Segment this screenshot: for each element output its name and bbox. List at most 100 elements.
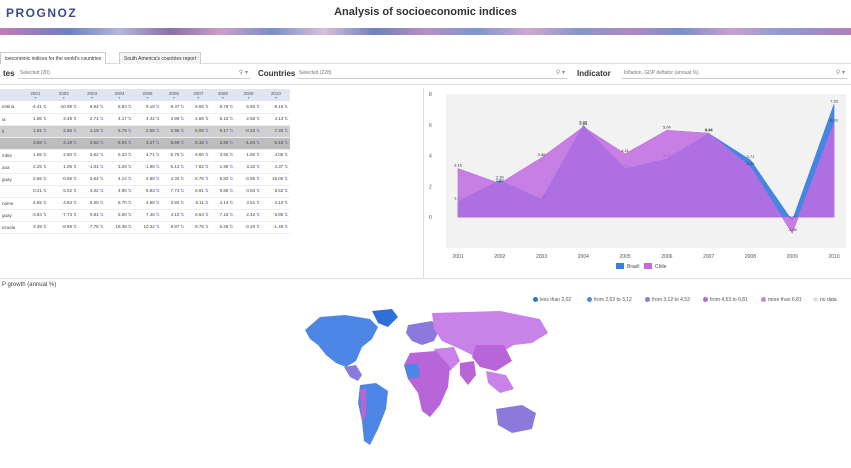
table-row[interactable]: mbia 1.66⇅ 2.50⇅ 3.62⇅ 5.33⇅ 4.71⇅ 6.76⇅ 8.80⇅ 3…	[0, 149, 290, 162]
value-cell: 8.47⇅	[161, 101, 187, 114]
trend-arrow-icon: ⇅	[155, 212, 160, 217]
table-row[interactable]: 0.21⇅ 5.02⇅ 4.02⇅ 4.95⇅ 6.83⇅ 7.74⇅ 8.91⇅ 9.86⇅…	[0, 185, 290, 198]
column-header[interactable]: 2001 ▾	[22, 89, 49, 101]
table-row[interactable]: name 4.55⇅ 4.83⇅ 6.00⇅ 8.70⇅ 4.58⇅ 3.84⇅ 5.11⇅ 4…	[0, 197, 290, 210]
legend-swatch	[616, 263, 624, 269]
states-label: tes	[3, 69, 15, 78]
table-row[interactable]: guay -3.84⇅ -7.73⇅ 0.81⇅ 5.00⇅ 7.46⇅ 4.10⇅ 8.54…	[0, 209, 290, 222]
legend-label: Brazil	[627, 264, 640, 270]
trend-arrow-icon: ⇅	[284, 152, 288, 157]
value-cell: 4.37⇅	[261, 161, 290, 174]
y-tick-label: 0	[429, 215, 432, 221]
search-chevron-icon[interactable]: ⚲ ▾	[835, 70, 845, 76]
trend-arrow-icon: ⇅	[42, 116, 47, 121]
value-cell: 4.10⇅	[261, 197, 290, 210]
value-cell: 1.66⇅	[22, 149, 49, 162]
world-map[interactable]	[300, 305, 560, 465]
column-header[interactable]: 2005 ▾	[133, 89, 162, 101]
column-header[interactable]: 2010 ▾	[261, 89, 290, 101]
table-row[interactable]: ezuela 3.39⇅ -8.89⇅ -7.76⇅ 18.35⇅ 10.32⇅ 9.87⇅…	[0, 221, 290, 234]
sort-icon: ▾	[197, 94, 200, 100]
value-cell: 6.00⇅	[78, 197, 106, 210]
trend-arrow-icon: ⇅	[127, 164, 132, 169]
value-cell: 7.46⇅	[133, 209, 162, 222]
data-label: 4.11	[621, 148, 629, 153]
x-tick-label: 2007	[703, 254, 714, 260]
map-west-africa	[404, 363, 420, 379]
table-row[interactable]: entina -4.41⇅ -10.89⇅ 9.64⇅ 8.83⇅ 9.18⇅ 8.47⇅ 8…	[0, 101, 290, 114]
value-cell: 8.65⇅	[186, 101, 211, 114]
indicator-select[interactable]: Inflation, GDP deflator (annual %) ⚲ ▾	[622, 68, 847, 79]
map-central-america	[344, 365, 362, 381]
value-cell: 6.50⇅	[235, 101, 262, 114]
value-cell: 4.58⇅	[133, 197, 162, 210]
column-header[interactable]: 2002 ▾	[48, 89, 79, 101]
country-cell	[0, 137, 22, 150]
trend-arrow-icon: ⇅	[180, 212, 185, 217]
value-cell: 9.64⇅	[78, 101, 106, 114]
trend-arrow-icon: ⇅	[73, 200, 77, 205]
value-cell: 6.76⇅	[161, 149, 187, 162]
column-header[interactable]: 2008 ▾	[210, 89, 236, 101]
x-tick-label: 2003	[536, 254, 547, 260]
value-cell: -0.55⇅	[48, 173, 79, 186]
column-header[interactable]: 2009 ▾	[235, 89, 262, 101]
data-label: 6.10	[830, 117, 839, 122]
table-row[interactable]: ia 1.66⇅ 2.48⇅ 2.71⇅ 4.17⇅ 4.42⇅ 4.89⇅ 4.56⇅ 6.1…	[0, 113, 290, 126]
sort-icon: ▾	[274, 94, 277, 100]
trend-arrow-icon: ⇅	[99, 103, 104, 109]
sort-icon: ▾	[146, 94, 149, 100]
trend-arrow-icon: ⇅	[256, 152, 260, 157]
tab-south-america-report[interactable]: South America's countries report	[119, 52, 202, 64]
value-cell: 5.79⇅	[105, 125, 134, 138]
map-legend-item[interactable]: no data	[813, 296, 837, 304]
map-europe	[406, 321, 440, 345]
trend-arrow-icon: ⇅	[180, 224, 185, 229]
search-chevron-icon[interactable]: ⚲ ▾	[555, 70, 565, 76]
value-cell: 0.81⇅	[78, 209, 106, 222]
countries-select[interactable]: Selected (228) ⚲ ▾	[297, 68, 567, 79]
filter-bar: tes Selected (20) ⚲ ▾ Countries Selected…	[0, 67, 851, 80]
country-cell: il	[0, 125, 22, 138]
value-cell: 2.56⇅	[133, 125, 162, 138]
value-cell: 8.83⇅	[105, 101, 134, 114]
map-legend-item[interactable]: from 2,02 to 3,12	[587, 296, 632, 304]
trend-arrow-icon: ⇅	[42, 176, 47, 181]
trend-arrow-icon: ⇅	[180, 116, 185, 121]
trend-arrow-icon: ⇅	[155, 128, 160, 133]
table-row[interactable]: ana 2.25⇅ 1.05⇅ -1.01⇅ 3.29⇅ -1.96⇅ 5.13⇅ 7.82⇅…	[0, 161, 290, 174]
value-cell: 3.84⇅	[161, 197, 187, 210]
value-cell: 2.56⇅	[235, 113, 262, 126]
column-header[interactable]: 2006 ▾	[161, 89, 187, 101]
value-cell: 3.39⇅	[22, 221, 49, 234]
trend-arrow-icon: ⇅	[73, 188, 77, 193]
trend-arrow-icon: ⇅	[204, 103, 209, 109]
map-greenland	[372, 309, 398, 327]
value-cell: -8.89⇅	[48, 221, 79, 234]
sort-icon: ▾	[62, 94, 65, 100]
tab-world-indices[interactable]: ioeconomic indices for the world's count…	[0, 52, 107, 64]
column-header[interactable]: 2003 ▾	[78, 89, 106, 101]
search-chevron-icon[interactable]: ⚲ ▾	[238, 70, 248, 76]
map-legend-item[interactable]: from 4,53 to 6,81	[703, 296, 748, 304]
table-row[interactable]: il 1.91⇅ 2.66⇅ 1.19⇅ 5.79⇅ 2.56⇅ 2.96⇅ 6.09⇅ 5.1…	[0, 125, 290, 138]
states-select[interactable]: Selected (20) ⚲ ▾	[18, 68, 250, 79]
decorative-stripe	[0, 28, 851, 35]
trend-arrow-icon: ⇅	[256, 200, 260, 205]
trend-arrow-icon: ⇅	[256, 164, 260, 169]
trend-arrow-icon: ⇅	[99, 200, 104, 205]
value-cell: 3.58⇅	[22, 137, 49, 150]
data-label: 3.86	[538, 152, 547, 157]
map-legend-item[interactable]: less than 2,02	[533, 296, 571, 304]
country-cell	[0, 185, 22, 198]
prognoz-logo[interactable]: PROGNOZ	[6, 6, 78, 20]
map-legend-item[interactable]: from 3,12 to 4,53	[645, 296, 690, 304]
trend-arrow-icon: ⇅	[127, 128, 132, 133]
column-header[interactable]: 2007 ▾	[186, 89, 211, 101]
map-legend-item[interactable]: more than 6,81	[761, 296, 802, 304]
trend-arrow-icon: ⇅	[127, 200, 132, 205]
column-header[interactable]: 2004 ▾	[105, 89, 134, 101]
table-row[interactable]: guay 2.66⇅ -0.55⇅ 3.64⇅ 4.14⇅ 2.88⇅ 4.34⇅ 6.76⇅…	[0, 173, 290, 186]
sort-icon: ▾	[118, 94, 121, 100]
table-row[interactable]: 3.58⇅ 2.19⇅ 3.62⇅ 6.04⇅ 4.27⇅ 5.69⇅ 5.16⇅ 3.26⇅…	[0, 137, 290, 150]
